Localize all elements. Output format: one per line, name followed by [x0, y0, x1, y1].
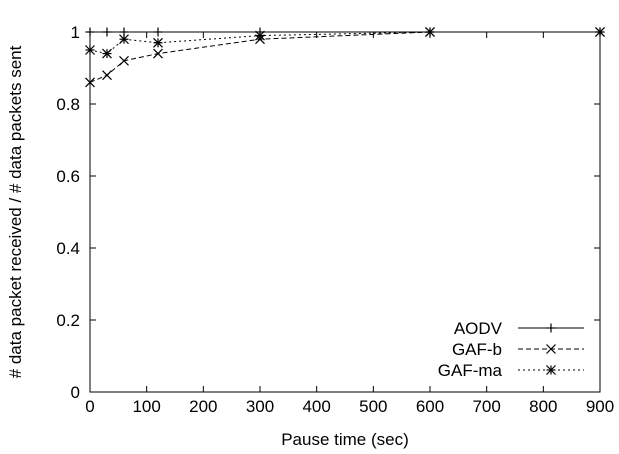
y-tick-label: 0: [71, 383, 80, 402]
plot-frame: [89, 31, 601, 393]
data-point-gaf-ma: [153, 37, 163, 48]
x-tick-label: 700: [472, 397, 500, 416]
data-point-aodv: [102, 27, 112, 37]
data-point-gaf-b: [102, 70, 112, 81]
x-tick-label: 800: [529, 397, 557, 416]
x-tick-label: 400: [302, 397, 330, 416]
data-point-gaf-ma: [425, 27, 435, 37]
y-tick-label: 1: [71, 23, 80, 42]
data-point-gaf-ma: [595, 27, 605, 37]
x-tick-label: 300: [246, 397, 274, 416]
legend-marker-gaf-b: [546, 344, 556, 354]
legend-marker-gaf-ma: [546, 365, 556, 375]
x-axis-title: Pause time (sec): [281, 430, 409, 449]
legend-label-gaf-b: GAF-b: [452, 340, 502, 359]
legend-marker-aodv: [546, 323, 556, 333]
x-tick-label: 200: [189, 397, 217, 416]
data-point-gaf-ma: [119, 34, 129, 45]
legend-label-aodv: AODV: [454, 319, 503, 338]
data-point-aodv: [85, 27, 95, 37]
x-tick-label: 100: [132, 397, 160, 416]
y-axis-title: # data packet received / # data packets …: [6, 45, 25, 378]
data-point-gaf-b: [153, 48, 163, 59]
y-tick-label: 0.2: [56, 311, 80, 330]
data-point-gaf-b: [119, 55, 129, 66]
data-point-gaf-ma: [85, 45, 95, 55]
y-tick-label: 0.6: [56, 167, 80, 186]
data-point-gaf-ma: [255, 30, 265, 41]
data-point-gaf-b: [85, 77, 95, 88]
data-point-aodv: [153, 27, 163, 37]
legend-label-gaf-ma: GAF-ma: [438, 361, 503, 380]
x-tick-label: 600: [416, 397, 444, 416]
data-point-gaf-ma: [102, 48, 112, 59]
x-tick-label: 500: [359, 397, 387, 416]
axis-ticks: 0 100 200 300 400 500 600 700 800 900 0 0.2 0.4 0.6 0.…: [56, 23, 614, 416]
y-tick-label: 0.4: [56, 239, 80, 258]
series-group: [85, 27, 605, 88]
x-tick-label: 0: [85, 397, 94, 416]
x-tick-label: 900: [586, 397, 614, 416]
series-line-gaf-b: [89, 31, 600, 83]
y-tick-label: 0.8: [56, 95, 80, 114]
series-line-gaf-ma: [89, 31, 600, 55]
legend: AODV GAF-b GAF-ma: [438, 319, 584, 380]
